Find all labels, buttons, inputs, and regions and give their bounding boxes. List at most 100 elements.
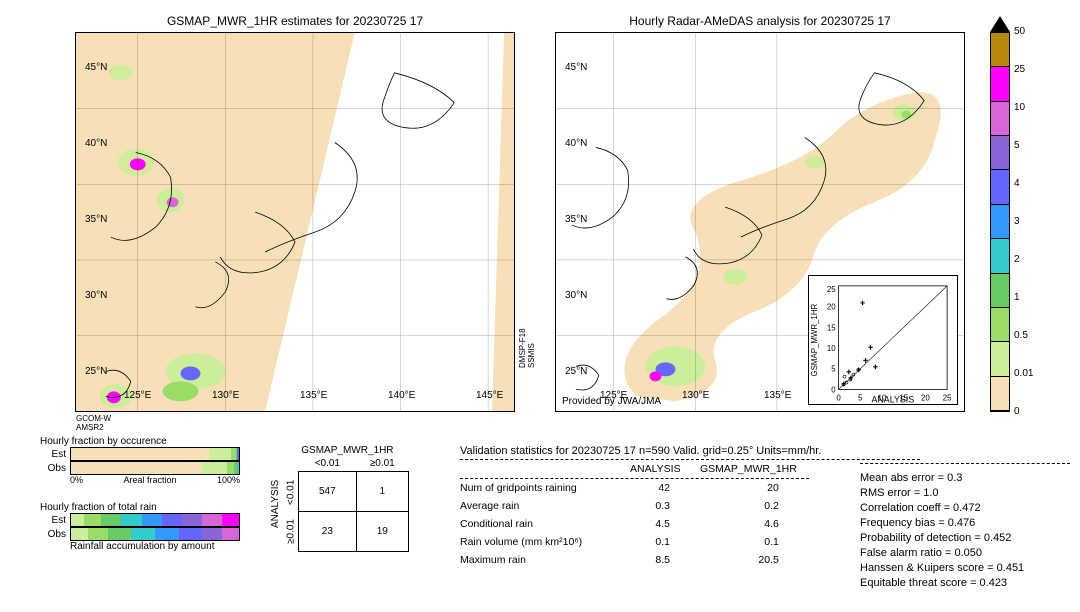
rain-est-label: Est	[40, 515, 70, 526]
occ-axis-mid: Areal fraction	[123, 475, 176, 485]
l-xtick-2: 135°E	[300, 390, 327, 401]
cont-col-1: ≥0.01	[356, 456, 408, 472]
val-row-4-label: Maximum rain	[460, 551, 630, 569]
contingency-table-block: GSMAP_MWR_1HR ANALYSIS <0.01≥0.01 <0.015…	[268, 445, 409, 552]
score-7: Equitable threat score = 0.423	[860, 576, 1070, 591]
cont-row-1: ≥0.01	[283, 512, 299, 552]
rain-title: Hourly fraction of total rain	[40, 502, 240, 513]
l-xtick-1: 130°E	[212, 390, 239, 401]
score-5: False alarm ratio = 0.050	[860, 546, 1070, 561]
svg-text:25: 25	[943, 393, 952, 402]
val-h0	[460, 460, 630, 478]
l-ytick-4: 45°N	[85, 62, 107, 73]
cb-tick-3: 5	[1014, 140, 1020, 151]
occ-est-bar	[70, 447, 240, 461]
rain-est-bar	[70, 513, 240, 527]
score-6: Hanssen & Kuipers score = 0.451	[860, 561, 1070, 576]
r-ytick-1: 30°N	[565, 290, 587, 301]
svg-text:+: +	[863, 356, 868, 365]
validation-table: ANALYSIS GSMAP_MWR_1HR Num of gridpoints…	[460, 460, 809, 569]
cb-tick-5: 3	[1014, 216, 1020, 227]
val-row-4-b: 20.5	[700, 551, 809, 569]
svg-text:5: 5	[858, 393, 863, 402]
val-row-1-label: Average rain	[460, 497, 630, 515]
svg-text:+: +	[856, 366, 861, 375]
svg-text:20: 20	[921, 393, 930, 402]
l-ytick-1: 30°N	[85, 290, 107, 301]
val-row-3-a: 0.1	[630, 533, 700, 551]
cont-row-header: ANALYSIS	[268, 456, 283, 552]
occ-obs-label: Obs	[40, 463, 70, 474]
cont-col-0: <0.01	[299, 456, 357, 472]
score-1: RMS error = 1.0	[860, 486, 1070, 501]
l-xtick-3: 140°E	[388, 390, 415, 401]
cb-tick-9: 0.01	[1014, 368, 1033, 379]
r-ytick-0: 25°N	[565, 366, 587, 377]
left-map-title: GSMAP_MWR_1HR estimates for 20230725 17	[75, 14, 515, 28]
cb-tick-0: 50	[1014, 26, 1025, 37]
contingency-table: <0.01≥0.01 <0.015471 ≥0.012319	[283, 456, 409, 552]
validation-title: Validation statistics for 20230725 17 n=…	[460, 445, 920, 457]
svg-text:+: +	[842, 380, 847, 389]
hourly-fraction-occurrence: Hourly fraction by occurence Est Obs 0% …	[40, 436, 240, 485]
svg-text:20: 20	[827, 303, 836, 312]
l-ytick-0: 25°N	[85, 366, 107, 377]
cont-00: 547	[299, 472, 357, 512]
svg-text:+: +	[846, 368, 851, 377]
cont-01: 1	[356, 472, 408, 512]
l-ytick-2: 35°N	[85, 214, 107, 225]
sat-bl-1: GCOM-W	[76, 414, 111, 423]
occ-axis-left: 0%	[70, 475, 83, 485]
val-row-1-a: 0.3	[630, 497, 700, 515]
cont-row-0: <0.01	[283, 472, 299, 512]
score-2: Correlation coeff = 0.472	[860, 501, 1070, 516]
rain-obs-label: Obs	[40, 529, 70, 540]
cb-tick-1: 25	[1014, 64, 1025, 75]
validation-scores: Mean abs error = 0.3RMS error = 1.0Corre…	[860, 463, 1070, 592]
svg-text:5: 5	[831, 365, 836, 374]
cont-11: 19	[356, 512, 408, 552]
cont-10: 23	[299, 512, 357, 552]
hourly-fraction-rain: Hourly fraction of total rain Est Obs Ra…	[40, 502, 240, 552]
sat-br-1: DMSP-F18	[518, 328, 527, 368]
score-4: Probability of detection = 0.452	[860, 531, 1070, 546]
cb-tick-7: 1	[1014, 292, 1020, 303]
svg-text:10: 10	[827, 344, 836, 353]
l-xtick-4: 145°E	[476, 390, 503, 401]
svg-text:+: +	[860, 299, 865, 308]
r-xtick-1: 130°E	[682, 390, 709, 401]
scatter-inset: ++ ++ ++ ++ 0 5 10 15 20 25 0 5 10 15	[808, 275, 958, 405]
occ-est-label: Est	[40, 449, 70, 460]
score-3: Frequency bias = 0.476	[860, 516, 1070, 531]
val-h2: GSMAP_MWR_1HR	[700, 460, 809, 478]
svg-text:25: 25	[827, 285, 836, 294]
r-ytick-4: 45°N	[565, 62, 587, 73]
val-row-4-a: 8.5	[630, 551, 700, 569]
occ-obs-bar	[70, 461, 240, 475]
right-map: Provided by JWA/JMA ++ ++ ++ ++ 0 5	[555, 32, 965, 412]
r-xtick-2: 135°E	[764, 390, 791, 401]
val-row-0-b: 20	[700, 479, 809, 497]
scatter-xlabel: ANALYSIS	[872, 394, 915, 404]
val-row-2-b: 4.6	[700, 515, 809, 533]
left-map	[75, 32, 515, 412]
l-ytick-3: 40°N	[85, 138, 107, 149]
r-ytick-3: 40°N	[565, 138, 587, 149]
validation-block: Validation statistics for 20230725 17 n=…	[460, 445, 920, 569]
rain-obs-bar	[70, 527, 240, 541]
val-h1: ANALYSIS	[630, 460, 700, 478]
svg-text:+: +	[868, 343, 873, 352]
cont-col-header: GSMAP_MWR_1HR	[268, 445, 409, 456]
occ-title: Hourly fraction by occurence	[40, 436, 240, 447]
l-xtick-0: 125°E	[124, 390, 151, 401]
sat-bl-2: AMSR2	[76, 423, 104, 432]
val-row-2-a: 4.5	[630, 515, 700, 533]
val-row-3-b: 0.1	[700, 533, 809, 551]
cb-tick-10: 0	[1014, 406, 1020, 417]
svg-text:+: +	[873, 363, 878, 372]
val-row-0-a: 42	[630, 479, 700, 497]
val-row-0-label: Num of gridpoints raining	[460, 479, 630, 497]
svg-text:0: 0	[836, 393, 841, 402]
val-row-2-label: Conditional rain	[460, 515, 630, 533]
val-row-1-b: 0.2	[700, 497, 809, 515]
